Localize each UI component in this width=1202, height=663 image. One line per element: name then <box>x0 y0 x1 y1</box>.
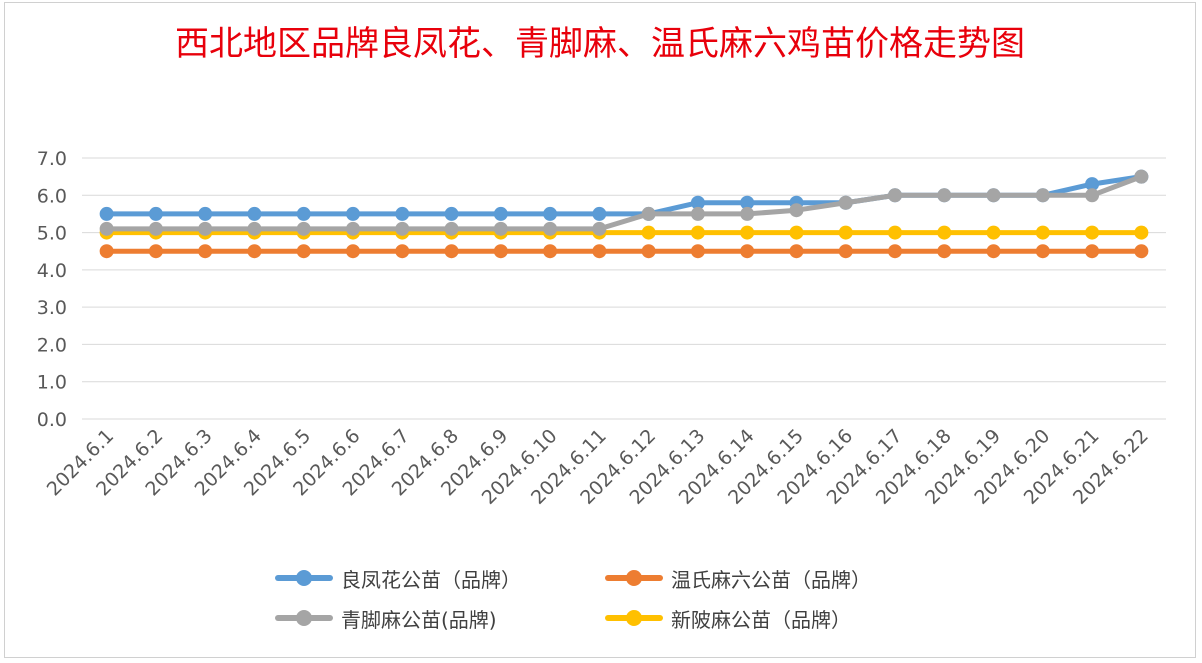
data-point <box>592 244 607 259</box>
data-point <box>99 244 114 259</box>
data-point <box>1085 244 1100 259</box>
data-point <box>789 225 804 240</box>
data-point <box>198 221 213 236</box>
chart-title: 西北地区品牌良凤花、青脚麻、温氏麻六鸡苗价格走势图 <box>175 24 1025 64</box>
data-point <box>148 221 163 236</box>
data-point <box>740 244 755 259</box>
chart-frame <box>4 2 1196 658</box>
data-point <box>493 206 508 221</box>
legend-item-qingjiaoma: 青脚麻公苗(品牌) <box>275 600 497 636</box>
legend-swatch-qingjiaoma <box>275 608 333 628</box>
legend-label: 新陂麻公苗（品牌） <box>671 607 851 632</box>
data-point <box>838 225 853 240</box>
data-point <box>641 244 656 259</box>
data-point <box>740 225 755 240</box>
legend-swatch-liangfenghua <box>275 568 333 588</box>
data-point <box>346 206 360 221</box>
data-point <box>247 244 262 259</box>
data-point <box>740 195 755 210</box>
data-point <box>247 206 262 221</box>
y-tick-label: 5.0 <box>37 223 67 245</box>
legend-marker <box>626 570 642 586</box>
legend-item-wenshimaliu: 温氏麻六公苗（品牌） <box>605 560 871 596</box>
data-point <box>690 244 705 259</box>
legend-marker <box>296 570 312 586</box>
data-point <box>888 225 902 240</box>
data-point <box>838 244 853 259</box>
data-point <box>690 195 705 210</box>
legend-marker <box>296 610 312 626</box>
legend-label: 温氏麻六公苗（品牌） <box>671 567 871 592</box>
data-point <box>838 195 853 210</box>
legend-marker <box>626 610 642 626</box>
chart-legend: 良凤花公苗（品牌） 温氏麻六公苗（品牌） 青脚麻公苗(品牌) 新陂麻公苗（品牌） <box>275 560 975 640</box>
y-tick-label: 3.0 <box>37 297 67 319</box>
data-point <box>592 206 607 221</box>
data-point <box>789 203 804 218</box>
data-point <box>395 221 410 236</box>
data-point <box>543 206 558 221</box>
data-point <box>99 221 114 236</box>
data-point <box>1085 177 1100 192</box>
data-point <box>296 244 311 259</box>
data-point <box>296 206 311 221</box>
data-point <box>1134 225 1149 240</box>
data-point <box>937 244 952 259</box>
y-tick-label: 4.0 <box>37 260 67 282</box>
data-point <box>1085 225 1100 240</box>
y-tick-label: 7.0 <box>37 148 67 170</box>
data-point <box>740 206 755 221</box>
data-point <box>247 221 262 236</box>
data-point <box>444 206 459 221</box>
data-point <box>543 221 558 236</box>
data-point <box>986 188 1001 203</box>
data-point <box>888 188 902 203</box>
data-point <box>543 244 558 259</box>
data-point <box>937 188 952 203</box>
legend-item-xinpima: 新陂麻公苗（品牌） <box>605 600 851 636</box>
data-point <box>148 244 163 259</box>
y-tick-label: 6.0 <box>37 185 67 207</box>
data-point <box>444 221 459 236</box>
data-point <box>986 225 1001 240</box>
data-point <box>493 244 508 259</box>
y-tick-label: 0.0 <box>37 409 67 431</box>
data-point <box>888 244 902 259</box>
data-point <box>1035 244 1050 259</box>
data-point <box>641 225 656 240</box>
data-point <box>444 244 459 259</box>
data-point <box>296 221 311 236</box>
series-line <box>104 174 1144 232</box>
legend-label: 良凤花公苗（品牌） <box>341 567 521 592</box>
data-point <box>346 221 360 236</box>
y-tick-label: 1.0 <box>37 372 67 394</box>
data-point <box>198 206 213 221</box>
data-point <box>690 206 705 221</box>
data-point <box>395 244 410 259</box>
legend-swatch-xinpima <box>605 608 663 628</box>
data-point <box>1085 188 1100 203</box>
data-point <box>690 225 705 240</box>
data-point <box>346 244 360 259</box>
data-point <box>937 225 952 240</box>
data-point <box>1035 188 1050 203</box>
legend-label: 青脚麻公苗(品牌) <box>341 607 497 632</box>
data-point <box>986 244 1001 259</box>
data-point <box>641 206 656 221</box>
data-point <box>148 206 163 221</box>
data-point <box>99 206 114 221</box>
legend-item-liangfenghua: 良凤花公苗（品牌） <box>275 560 521 596</box>
y-tick-label: 2.0 <box>37 334 67 356</box>
data-point <box>1035 225 1050 240</box>
data-point <box>789 244 804 259</box>
data-point <box>493 221 508 236</box>
legend-swatch-wenshimaliu <box>605 568 663 588</box>
data-point <box>592 221 607 236</box>
data-point <box>395 206 410 221</box>
data-point <box>198 244 213 259</box>
data-point <box>1134 169 1149 184</box>
data-point <box>1134 244 1149 259</box>
